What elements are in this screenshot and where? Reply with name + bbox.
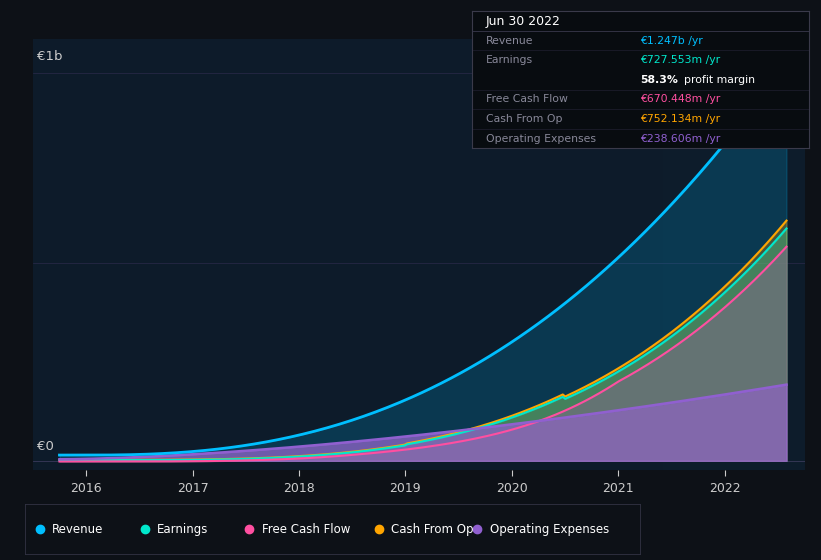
- Text: Revenue: Revenue: [485, 36, 533, 45]
- Text: €0: €0: [37, 440, 53, 453]
- Text: €1b: €1b: [37, 50, 62, 63]
- Text: 58.3%: 58.3%: [640, 75, 678, 85]
- Text: Earnings: Earnings: [157, 522, 209, 536]
- Text: Earnings: Earnings: [485, 55, 533, 65]
- Text: Free Cash Flow: Free Cash Flow: [262, 522, 350, 536]
- Text: €238.606m /yr: €238.606m /yr: [640, 134, 721, 143]
- Text: €1.247b /yr: €1.247b /yr: [640, 36, 703, 45]
- Text: profit margin: profit margin: [684, 75, 755, 85]
- Text: Revenue: Revenue: [53, 522, 103, 536]
- Text: €727.553m /yr: €727.553m /yr: [640, 55, 721, 65]
- Text: Operating Expenses: Operating Expenses: [489, 522, 608, 536]
- Text: €752.134m /yr: €752.134m /yr: [640, 114, 721, 124]
- Text: Operating Expenses: Operating Expenses: [485, 134, 595, 143]
- Text: Jun 30 2022: Jun 30 2022: [485, 16, 561, 29]
- Text: Free Cash Flow: Free Cash Flow: [485, 95, 567, 104]
- Text: Cash From Op: Cash From Op: [391, 522, 474, 536]
- Text: €670.448m /yr: €670.448m /yr: [640, 95, 721, 104]
- Bar: [663, 39, 805, 470]
- Text: Cash From Op: Cash From Op: [485, 114, 562, 124]
